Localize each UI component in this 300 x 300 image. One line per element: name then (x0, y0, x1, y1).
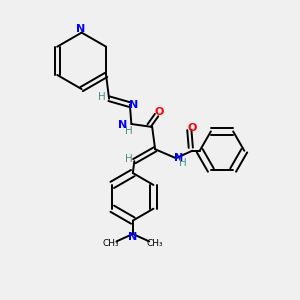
Text: O: O (155, 107, 164, 117)
Text: CH₃: CH₃ (146, 239, 163, 248)
Text: H: H (125, 154, 133, 164)
Text: N: N (76, 24, 85, 34)
Text: N: N (129, 100, 138, 110)
Text: H: H (98, 92, 106, 102)
Text: CH₃: CH₃ (103, 239, 119, 248)
Text: N: N (118, 121, 128, 130)
Text: O: O (187, 124, 196, 134)
Text: N: N (174, 153, 183, 163)
Text: H: H (178, 158, 186, 168)
Text: N: N (128, 232, 137, 242)
Text: H: H (124, 125, 132, 136)
